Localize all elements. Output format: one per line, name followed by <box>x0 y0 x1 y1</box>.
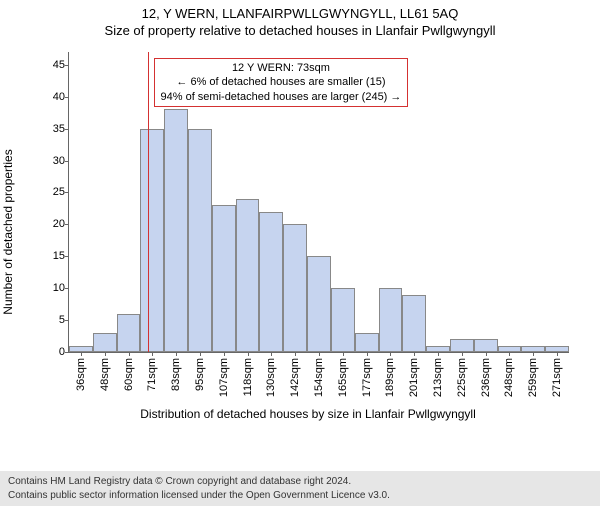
reference-line <box>148 52 149 352</box>
ytick-label: 10 <box>53 282 65 294</box>
ytick-mark <box>65 256 69 257</box>
xtick-mark <box>105 352 106 356</box>
annotation-line: ← 6% of detached houses are smaller (15) <box>161 75 402 89</box>
xtick-mark <box>224 352 225 356</box>
xtick-mark <box>390 352 391 356</box>
address-title: 12, Y WERN, LLANFAIRPWLLGWYNGYLL, LL61 5… <box>0 6 600 21</box>
ytick-mark <box>65 224 69 225</box>
histogram-bar <box>259 212 283 352</box>
histogram-bar <box>212 205 236 352</box>
x-axis-label: Distribution of detached houses by size … <box>38 407 578 421</box>
annotation-line: 12 Y WERN: 73sqm <box>161 61 402 75</box>
footer-line-1: Contains HM Land Registry data © Crown c… <box>8 475 592 489</box>
annotation-line: 94% of semi-detached houses are larger (… <box>161 90 402 104</box>
xtick-label: 83sqm <box>170 358 182 391</box>
ytick-label: 5 <box>59 314 65 326</box>
ytick-mark <box>65 192 69 193</box>
ytick-label: 45 <box>53 59 65 71</box>
xtick-mark <box>462 352 463 356</box>
xtick-mark <box>176 352 177 356</box>
plot-area: 05101520253035404536sqm48sqm60sqm71sqm83… <box>68 52 569 353</box>
histogram-bar <box>307 256 331 352</box>
xtick-label: 236sqm <box>480 358 492 397</box>
ytick-label: 25 <box>53 186 65 198</box>
xtick-label: 248sqm <box>503 358 515 397</box>
histogram-bar <box>283 224 307 352</box>
xtick-mark <box>319 352 320 356</box>
xtick-label: 107sqm <box>218 358 230 397</box>
chart-container: Number of detached properties 0510152025… <box>38 52 578 412</box>
xtick-label: 130sqm <box>265 358 277 397</box>
annotation-box: 12 Y WERN: 73sqm← 6% of detached houses … <box>154 58 409 107</box>
histogram-bar <box>164 109 188 352</box>
xtick-mark <box>271 352 272 356</box>
xtick-label: 142sqm <box>289 358 301 397</box>
ytick-label: 20 <box>53 218 65 230</box>
xtick-label: 225sqm <box>456 358 468 397</box>
histogram-bar <box>188 129 212 352</box>
ytick-mark <box>65 161 69 162</box>
ytick-label: 0 <box>59 346 65 358</box>
xtick-label: 259sqm <box>527 358 539 397</box>
xtick-mark <box>295 352 296 356</box>
ytick-mark <box>65 129 69 130</box>
ytick-label: 35 <box>53 123 65 135</box>
xtick-label: 271sqm <box>551 358 563 397</box>
histogram-bar <box>474 339 498 352</box>
xtick-label: 154sqm <box>313 358 325 397</box>
xtick-label: 165sqm <box>337 358 349 397</box>
xtick-label: 189sqm <box>384 358 396 397</box>
xtick-mark <box>129 352 130 356</box>
ytick-label: 30 <box>53 155 65 167</box>
xtick-mark <box>509 352 510 356</box>
xtick-label: 95sqm <box>194 358 206 391</box>
xtick-label: 60sqm <box>123 358 135 391</box>
subtitle: Size of property relative to detached ho… <box>0 23 600 38</box>
histogram-bar <box>236 199 260 352</box>
histogram-bar <box>379 288 403 352</box>
xtick-mark <box>557 352 558 356</box>
xtick-label: 36sqm <box>75 358 87 391</box>
histogram-bar <box>355 333 379 352</box>
ytick-mark <box>65 320 69 321</box>
histogram-bar <box>93 333 117 352</box>
ytick-label: 40 <box>53 91 65 103</box>
xtick-mark <box>367 352 368 356</box>
xtick-mark <box>533 352 534 356</box>
y-axis-label: Number of detached properties <box>1 149 15 314</box>
xtick-mark <box>248 352 249 356</box>
xtick-label: 71sqm <box>146 358 158 391</box>
xtick-mark <box>414 352 415 356</box>
histogram-bar <box>450 339 474 352</box>
xtick-mark <box>486 352 487 356</box>
xtick-label: 213sqm <box>432 358 444 397</box>
ytick-mark <box>65 65 69 66</box>
ytick-label: 15 <box>53 250 65 262</box>
xtick-label: 177sqm <box>361 358 373 397</box>
xtick-label: 118sqm <box>242 358 254 396</box>
xtick-mark <box>343 352 344 356</box>
histogram-bar <box>140 129 164 352</box>
histogram-bar <box>402 295 426 352</box>
histogram-bar <box>117 314 141 352</box>
xtick-mark <box>152 352 153 356</box>
xtick-mark <box>200 352 201 356</box>
histogram-bar <box>331 288 355 352</box>
xtick-label: 48sqm <box>99 358 111 391</box>
ytick-mark <box>65 97 69 98</box>
xtick-mark <box>438 352 439 356</box>
ytick-mark <box>65 352 69 353</box>
xtick-mark <box>81 352 82 356</box>
ytick-mark <box>65 288 69 289</box>
xtick-label: 201sqm <box>408 358 420 397</box>
attribution-footer: Contains HM Land Registry data © Crown c… <box>0 471 600 506</box>
